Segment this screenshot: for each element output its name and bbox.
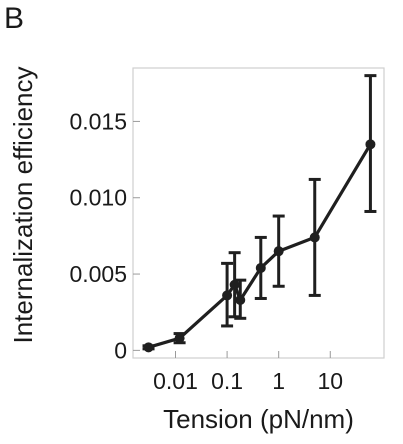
y-tick-label: 0 — [114, 337, 127, 363]
data-point — [222, 290, 233, 301]
data-point — [309, 232, 320, 243]
x-tick-label: 0.1 — [211, 368, 243, 394]
x-axis-title: Tension (pN/nm) — [163, 404, 354, 434]
data-point — [174, 333, 185, 344]
x-tick-label: 1 — [272, 368, 285, 394]
y-axis-title: Internalization efficiency — [8, 66, 38, 343]
y-tick-label: 0.015 — [69, 108, 127, 134]
x-tick-label: 10 — [317, 368, 343, 394]
x-tick-label: 0.01 — [153, 368, 198, 394]
y-tick-label: 0.010 — [69, 185, 127, 211]
data-point — [365, 139, 376, 150]
data-point — [235, 295, 246, 305]
panel-label: B — [4, 2, 25, 35]
plot-frame — [132, 67, 385, 359]
axes — [132, 67, 385, 359]
data-point — [143, 342, 154, 353]
data-point — [273, 246, 284, 257]
data-point — [255, 262, 266, 273]
data-point — [229, 279, 240, 290]
series-layer — [142, 74, 377, 353]
y-tick-label: 0.005 — [69, 261, 127, 287]
ticks: 0 0.005 0.010 0.015 0.01 0.1 1 10 — [69, 108, 343, 394]
